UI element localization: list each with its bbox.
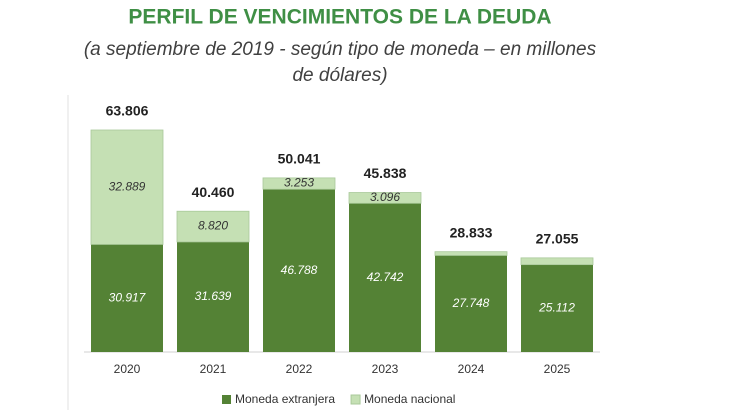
bar-segment xyxy=(434,251,508,256)
bar-segment xyxy=(177,241,249,352)
legend-label: Moneda nacional xyxy=(364,392,455,406)
legend-swatch xyxy=(350,394,361,405)
bar-segment xyxy=(263,189,335,352)
total-label: 28.833 xyxy=(450,224,493,240)
bar-segment xyxy=(90,129,164,245)
data-label: 3.096 xyxy=(370,190,400,204)
x-tick-label: 2022 xyxy=(286,362,313,376)
total-label: 50.041 xyxy=(278,151,321,167)
bar-segment xyxy=(91,244,163,352)
total-label: 27.055 xyxy=(536,231,579,247)
bar-segment xyxy=(521,264,593,352)
chart-title: PERFIL DE VENCIMIENTOS DE LA DEUDA xyxy=(128,6,551,29)
data-label: 32.889 xyxy=(109,179,146,193)
x-tick-label: 2024 xyxy=(458,362,485,376)
total-label: 63.806 xyxy=(106,103,149,119)
chart-subtitle: (a septiembre de 2019 - según tipo de mo… xyxy=(84,39,597,60)
x-tick-label: 2023 xyxy=(372,362,399,376)
total-label: 45.838 xyxy=(364,165,407,181)
data-label: 46.788 xyxy=(281,263,318,277)
bar-segment xyxy=(176,210,250,243)
data-label: 31.639 xyxy=(195,289,232,303)
x-tick-label: 2020 xyxy=(114,362,141,376)
data-label: 42.742 xyxy=(367,270,404,284)
bar-segment xyxy=(262,177,336,190)
legend-label: Moneda extranjera xyxy=(235,392,335,406)
data-label: 27.748 xyxy=(452,296,490,310)
x-tick-label: 2021 xyxy=(200,362,227,376)
data-label: 30.917 xyxy=(109,290,147,304)
bar-segment xyxy=(520,257,594,266)
x-tick-label: 2025 xyxy=(544,362,571,376)
total-label: 40.460 xyxy=(192,184,235,200)
data-label: 25.112 xyxy=(538,300,575,314)
bar-segment xyxy=(435,255,507,352)
chart-subtitle: de dólares) xyxy=(292,65,387,86)
bar-segment xyxy=(348,192,422,204)
legend-swatch xyxy=(222,395,231,404)
data-label: 3.253 xyxy=(284,176,314,190)
bar-segment xyxy=(349,203,421,352)
data-label: 8.820 xyxy=(198,219,228,233)
